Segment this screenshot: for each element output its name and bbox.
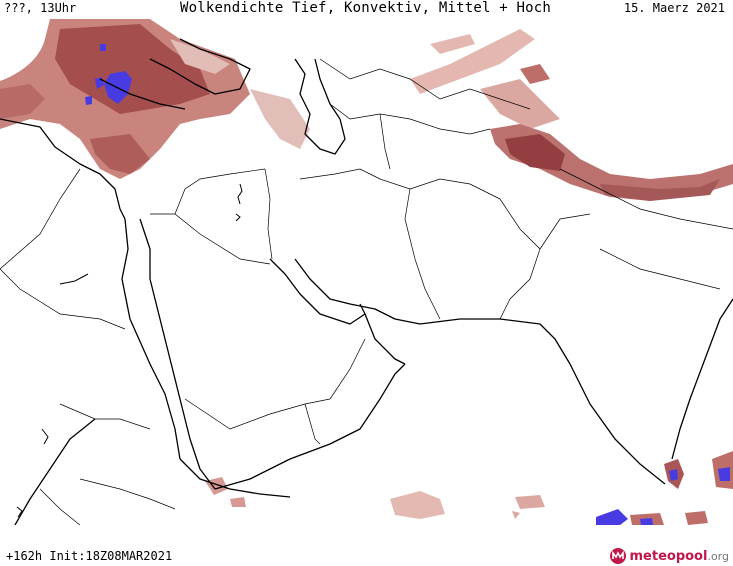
logo-text: meteopool bbox=[629, 548, 708, 564]
cloud-density-map bbox=[0, 19, 733, 525]
cloud-fields bbox=[0, 19, 733, 525]
coastlines bbox=[0, 38, 733, 525]
init-time-label: +162h Init:18Z08MAR2021 bbox=[6, 549, 173, 563]
meteopool-logo[interactable]: meteopool.org bbox=[609, 546, 729, 566]
cloud-area-central-asia bbox=[410, 29, 535, 94]
map-title: Wolkendichte Tief, Konvektiv, Mittel + H… bbox=[180, 0, 552, 16]
logo-suffix: .org bbox=[707, 549, 729, 563]
islands-lakes bbox=[16, 183, 243, 518]
forecast-date-label: 15. Maerz 2021 bbox=[623, 1, 725, 15]
forecast-time-label: ???, 13Uhr bbox=[4, 1, 77, 15]
country-borders bbox=[0, 58, 733, 525]
meteopool-logo-icon bbox=[609, 548, 626, 564]
